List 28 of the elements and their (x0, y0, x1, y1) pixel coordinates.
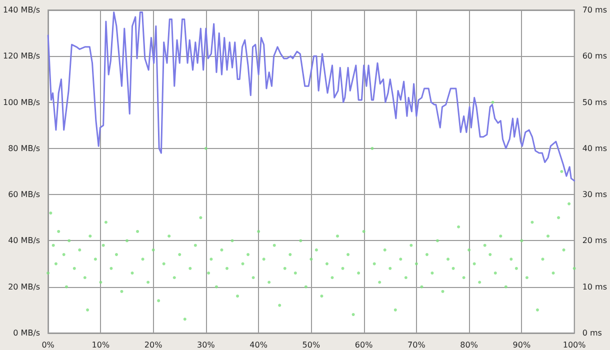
y2-tick-label: 40 ms (582, 144, 608, 153)
y-tick-label: 80 MB/s (8, 144, 40, 153)
y2-tick-label: 50 ms (582, 98, 608, 107)
y-tick-label: 60 MB/s (8, 190, 40, 200)
y-tick-label: 40 MB/s (8, 236, 40, 246)
x-tick-label: 80% (460, 340, 478, 350)
x-tick-label: 90% (512, 340, 531, 350)
y2-tick-label: 20 ms (582, 236, 608, 246)
y2-tick-label: 70 ms (582, 6, 608, 14)
y-tick-label: 0 MB/s (13, 328, 40, 338)
x-tick-label: 10% (92, 340, 110, 350)
x-tick-label: 20% (144, 340, 163, 350)
y2-tick-label: 30 ms (582, 190, 608, 200)
x-tick-label: 30% (197, 340, 216, 350)
x-tick-label: 40% (250, 340, 268, 350)
x-tick-label: 70% (408, 340, 426, 350)
x-tick-label: 50% (302, 340, 320, 350)
y-tick-label: 20 MB/s (8, 282, 40, 292)
line-series (47, 12, 576, 182)
x-tick-label: 0% (42, 340, 55, 350)
y-tick-label: 140 MB/s (2, 6, 40, 14)
y2-tick-label: 10 ms (582, 282, 608, 292)
y2-tick-label: 0 ms (582, 328, 602, 338)
x-tick-label: 60% (354, 340, 374, 350)
x-tick-label: 100% (562, 340, 586, 350)
y-tick-label: 120 MB/s (2, 52, 40, 61)
y-tick-label: 100 MB/s (2, 98, 40, 107)
y2-tick-label: 60 ms (582, 52, 608, 61)
